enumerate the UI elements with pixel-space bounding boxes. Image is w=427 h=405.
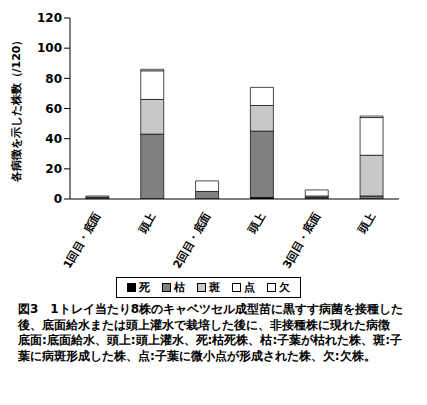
html-text:底面:底面給水、頭上:頭上灌水、死:枯死株、枯:子葉が枯れた: 底面:底面給水、頭上:頭上灌水、死:枯死株、枯:子葉が枯れた株、斑:子葉に病斑形… xyxy=(18,333,402,363)
html-text:死: 死 xyxy=(139,281,150,294)
svg-text:40: 40 xyxy=(45,132,62,146)
html-text:斑: 斑 xyxy=(209,281,220,294)
svg-text:60: 60 xyxy=(45,102,62,116)
svg-text:頭上: 頭上 xyxy=(245,210,268,236)
svg-text:20: 20 xyxy=(45,162,62,176)
svg-text:2回目・底面: 2回目・底面 xyxy=(171,210,214,271)
html-text:図3 1トレイ当たり8株のキャベツセル成型苗に黒すす病菌を接: 図3 1トレイ当たり8株のキャベツセル成型苗に黒すす病菌を接種した後、底面給水ま… xyxy=(18,302,404,332)
svg-text:0: 0 xyxy=(54,192,62,206)
html-text:点: 点 xyxy=(244,281,255,294)
svg-text:頭上: 頭上 xyxy=(355,210,378,236)
svg-text:80: 80 xyxy=(45,72,62,86)
svg-text:100: 100 xyxy=(37,41,62,55)
html-text:枯: 枯 xyxy=(174,281,185,294)
svg-text:各病徴を示した株数（/120）: 各病徴を示した株数（/120） xyxy=(10,35,23,184)
svg-text:120: 120 xyxy=(37,11,62,25)
svg-text:3回目・底面: 3回目・底面 xyxy=(280,210,323,271)
svg-text:1回目・底面: 1回目・底面 xyxy=(61,210,104,271)
html-text:欠: 欠 xyxy=(279,281,290,294)
svg-text:頭上: 頭上 xyxy=(136,210,159,236)
